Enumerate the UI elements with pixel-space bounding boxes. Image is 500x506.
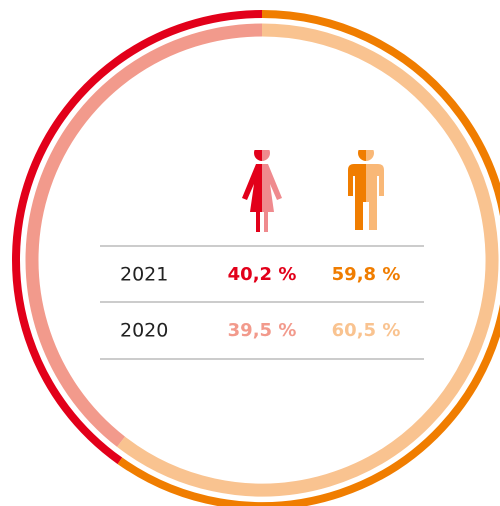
year-label: 2021	[120, 264, 168, 286]
male-icon	[348, 150, 384, 230]
value-label: 40,2 %	[228, 264, 297, 285]
value-label: 59,8 %	[332, 264, 401, 285]
ring-segment	[12, 10, 263, 465]
ring-segment	[25, 23, 263, 447]
ring-segment	[117, 23, 499, 497]
year-label: 2020	[120, 320, 168, 342]
ring-segment	[117, 10, 500, 506]
value-label: 60,5 %	[332, 320, 401, 341]
female-icon	[242, 150, 282, 232]
value-label: 39,5 %	[228, 320, 297, 341]
